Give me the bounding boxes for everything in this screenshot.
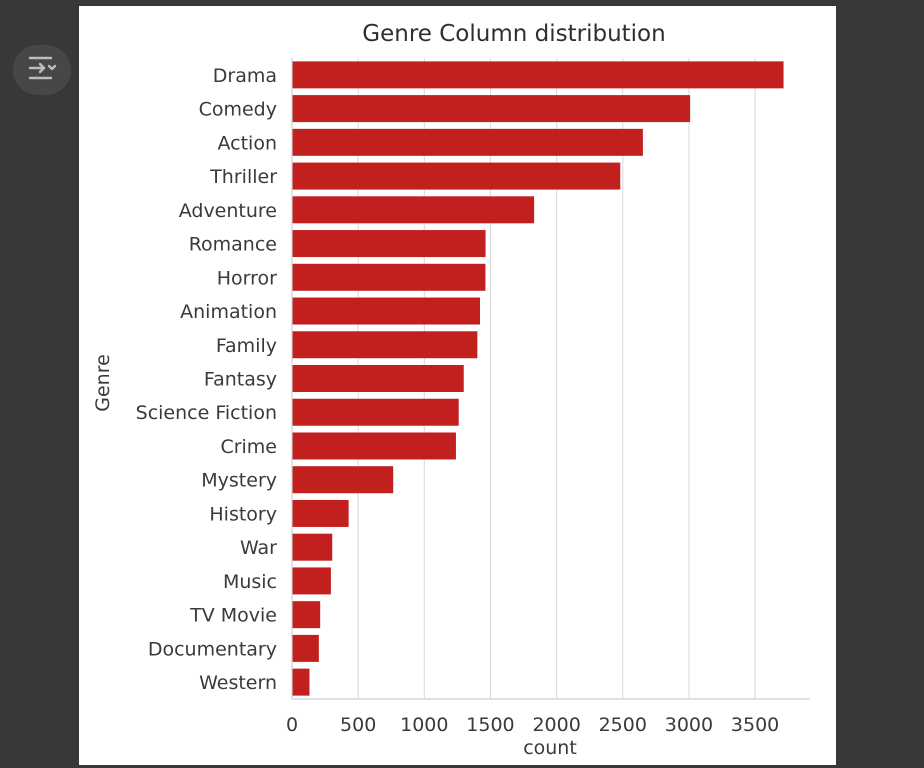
axes-group — [291, 58, 810, 700]
y-axis-label: Genre — [92, 354, 114, 412]
bar-documentary — [292, 634, 319, 662]
bar-romance — [292, 230, 486, 258]
y-tick-label: Action — [217, 132, 277, 154]
bar-thriller — [292, 162, 621, 190]
bar-war — [292, 533, 333, 561]
y-tick-label: Family — [216, 335, 277, 357]
bar-crime — [292, 432, 456, 460]
x-axis-label: count — [523, 737, 577, 759]
y-tick-label: Thriller — [209, 166, 277, 188]
chart-title: Genre Column distribution — [362, 21, 665, 47]
y-tick-label: Science Fiction — [136, 402, 277, 424]
y-tick-label: Mystery — [201, 470, 277, 492]
x-tick-label: 2500 — [599, 714, 647, 736]
y-tick-label: Horror — [217, 267, 277, 289]
y-tick-label: War — [240, 537, 277, 559]
bar-fantasy — [292, 365, 464, 392]
y-tick-label: Western — [199, 672, 277, 694]
bar-western — [292, 668, 310, 696]
bar-horror — [292, 263, 486, 291]
bar-history — [292, 499, 349, 527]
bar-animation — [292, 297, 481, 325]
y-tick-label: Music — [223, 571, 277, 593]
y-tick-label: Romance — [189, 234, 277, 256]
y-tick-label: Crime — [220, 436, 277, 458]
y-tick-label: TV Movie — [189, 605, 277, 627]
y-tick-label: Drama — [213, 65, 277, 87]
chart-figure: Drama Comedy Action Thriller Adventure Romanc… — [79, 6, 836, 765]
y-tick-label: Fantasy — [204, 369, 277, 391]
bar-action — [292, 128, 643, 156]
bar-adventure — [292, 196, 535, 224]
x-tick-label: 500 — [340, 714, 376, 736]
y-tick-label: Comedy — [199, 99, 277, 121]
y-tick-label: Documentary — [148, 638, 277, 660]
chart-canvas: Drama Comedy Action Thriller Adventure Romanc… — [92, 21, 810, 759]
output-toggle-button[interactable] — [13, 45, 71, 95]
x-tick-label: 1000 — [400, 714, 448, 736]
x-tick-label: 0 — [286, 714, 298, 736]
collapse-output-icon — [25, 54, 59, 86]
y-tick-label: History — [209, 503, 277, 525]
y-tick-label: Adventure — [179, 200, 277, 222]
bar-science-fiction — [292, 398, 459, 426]
y-tick-labels: Drama Comedy Action Thriller Adventure Romanc… — [136, 65, 278, 694]
bar-family — [292, 331, 478, 359]
x-tick-label: 3000 — [665, 714, 713, 736]
x-tick-label: 1500 — [466, 714, 514, 736]
bar-tv-movie — [292, 601, 321, 629]
y-tick-label: Animation — [180, 301, 277, 323]
bar-comedy — [292, 95, 691, 123]
x-tick-label: 3500 — [731, 714, 779, 736]
bar-mystery — [292, 466, 394, 494]
bar-drama — [292, 61, 784, 89]
bars-group — [292, 61, 784, 696]
x-tick-labels: 0 500 1000 1500 2000 2500 3000 3500 — [286, 714, 779, 736]
x-tick-label: 2000 — [532, 714, 580, 736]
bar-music — [292, 567, 331, 595]
